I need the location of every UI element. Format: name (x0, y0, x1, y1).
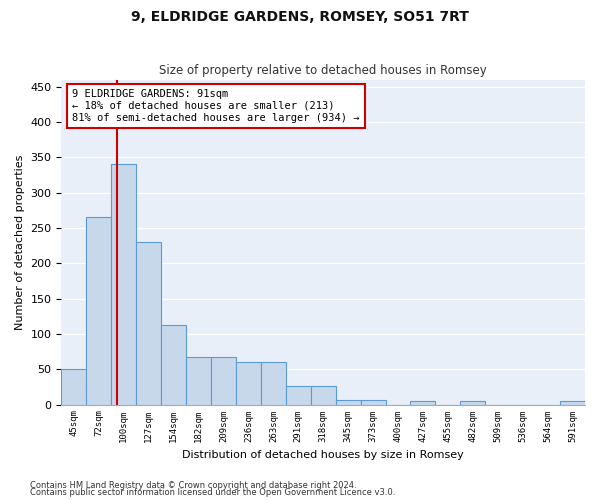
Bar (86, 218, 111, 404)
Bar (111, 164, 136, 404)
Bar (186, 357, 211, 405)
Bar (161, 324, 186, 404)
Text: 9 ELDRIDGE GARDENS: 91sqm
← 18% of detached houses are smaller (213)
81% of semi: 9 ELDRIDGE GARDENS: 91sqm ← 18% of detac… (72, 90, 359, 122)
Bar (261, 362, 286, 405)
Bar (61, 369, 86, 404)
Text: Contains public sector information licensed under the Open Government Licence v3: Contains public sector information licen… (30, 488, 395, 497)
Text: 9, ELDRIDGE GARDENS, ROMSEY, SO51 7RT: 9, ELDRIDGE GARDENS, ROMSEY, SO51 7RT (131, 10, 469, 24)
X-axis label: Distribution of detached houses by size in Romsey: Distribution of detached houses by size … (182, 450, 464, 460)
Bar (335, 400, 361, 404)
Bar (361, 400, 386, 404)
Title: Size of property relative to detached houses in Romsey: Size of property relative to detached ho… (160, 64, 487, 77)
Bar (236, 362, 261, 405)
Bar (286, 386, 311, 404)
Text: Contains HM Land Registry data © Crown copyright and database right 2024.: Contains HM Land Registry data © Crown c… (30, 480, 356, 490)
Bar (410, 401, 436, 404)
Bar (311, 386, 335, 404)
Y-axis label: Number of detached properties: Number of detached properties (15, 154, 25, 330)
Bar (460, 401, 485, 404)
Bar (211, 357, 236, 405)
Bar (560, 401, 585, 404)
Bar (136, 242, 161, 404)
